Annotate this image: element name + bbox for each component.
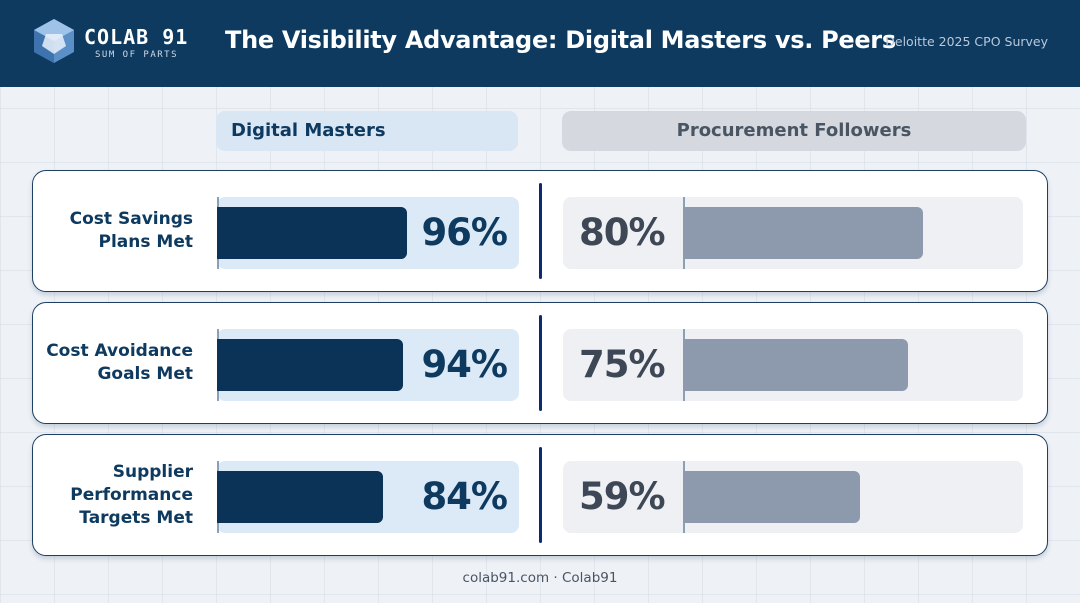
footer-credit: colab91.com · Colab91 [462,570,618,586]
digital-masters-value-label: 94% [421,343,508,386]
metric-label-line: Cost Savings [69,209,193,229]
page-title: The Visibility Advantage: Digital Master… [225,26,896,54]
digital-masters-column-header: Digital Masters [216,111,518,151]
followers-bar [683,471,860,523]
followers-value-label: 59% [579,475,666,518]
metric-label: Cost Avoidance Goals Met [33,303,193,423]
metric-label-line: Targets Met [79,507,193,528]
metric-label-line: Plans Met [98,232,193,252]
digital-masters-bar-track: 96% [217,197,519,269]
followers-bar-track: 80% [563,197,1023,269]
header-bar: COLAB 91 SUM OF PARTS The Visibility Adv… [0,0,1080,87]
logo-tagline: SUM OF PARTS [95,50,179,60]
digital-masters-value-label: 84% [421,475,508,518]
followers-bar-track: 59% [563,461,1023,533]
digital-masters-bar [217,207,408,259]
digital-masters-bar-track: 84% [217,461,519,533]
column-divider [539,183,542,279]
metric-row-card: Cost Savings Plans Met 96% 80% [32,170,1048,292]
column-divider [539,447,542,543]
digital-masters-bar [217,339,404,391]
metric-label-line: Performance [70,484,193,505]
digital-masters-bar-track: 94% [217,329,519,401]
followers-value-label: 75% [579,343,666,386]
metric-label: Cost Savings Plans Met [33,171,193,291]
metric-label-line: Goals Met [97,364,193,384]
followers-value-label: 80% [579,211,666,254]
metric-row-card: Supplier Performance Targets Met 84% 59% [32,434,1048,556]
followers-bar [683,207,923,259]
procurement-followers-column-header: Procurement Followers [562,111,1026,151]
source-label: Deloitte 2025 CPO Survey [885,34,1048,49]
colab91-logo-icon [34,19,74,63]
followers-bar [683,339,908,391]
metric-label-line: Supplier [112,461,193,482]
digital-masters-bar [217,471,384,523]
column-divider [539,315,542,411]
metric-label: Supplier Performance Targets Met [33,435,193,555]
logo-name: COLAB 91 [84,25,189,49]
metric-label-line: Cost Avoidance [46,341,193,361]
digital-masters-value-label: 96% [421,211,508,254]
followers-bar-track: 75% [563,329,1023,401]
metric-row-card: Cost Avoidance Goals Met 94% 75% [32,302,1048,424]
